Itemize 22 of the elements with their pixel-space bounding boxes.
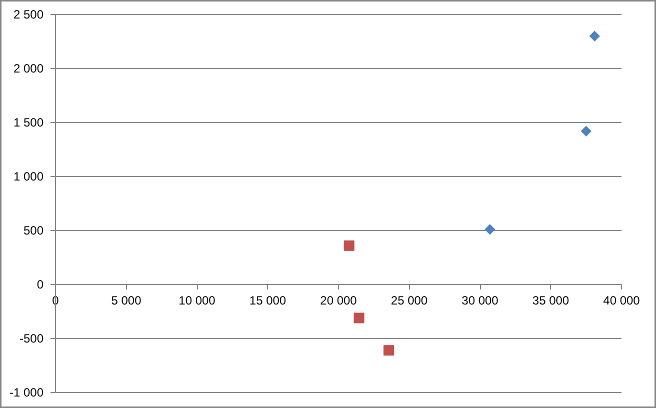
- point: [354, 312, 364, 324]
- y-tick-label: -1 000: [9, 386, 44, 400]
- x-tick-label: 5 000: [111, 294, 142, 308]
- x-tick-label: 30 000: [462, 294, 499, 308]
- y-tick-label: 500: [23, 224, 44, 238]
- x-tick-label: 35 000: [532, 294, 570, 308]
- y-tick-label: -500: [19, 332, 44, 346]
- x-tick-label: 15 000: [249, 294, 286, 308]
- y-tick-label: 1 000: [13, 170, 44, 184]
- y-tick-label: 1 500: [13, 116, 44, 130]
- point: [344, 240, 354, 251]
- point: [589, 30, 600, 42]
- y-tick-label: 2 000: [13, 62, 44, 76]
- point: [580, 126, 592, 136]
- y-tick-label: 2 500: [13, 8, 44, 22]
- x-tick-label: 25 000: [390, 294, 428, 308]
- x-tick-label: 40 000: [603, 294, 640, 308]
- x-tick-label: 10 000: [178, 294, 216, 308]
- x-tick-label: 20 000: [320, 294, 358, 308]
- y-tick-label: 0: [36, 278, 44, 292]
- point: [383, 345, 394, 356]
- point: [484, 224, 496, 235]
